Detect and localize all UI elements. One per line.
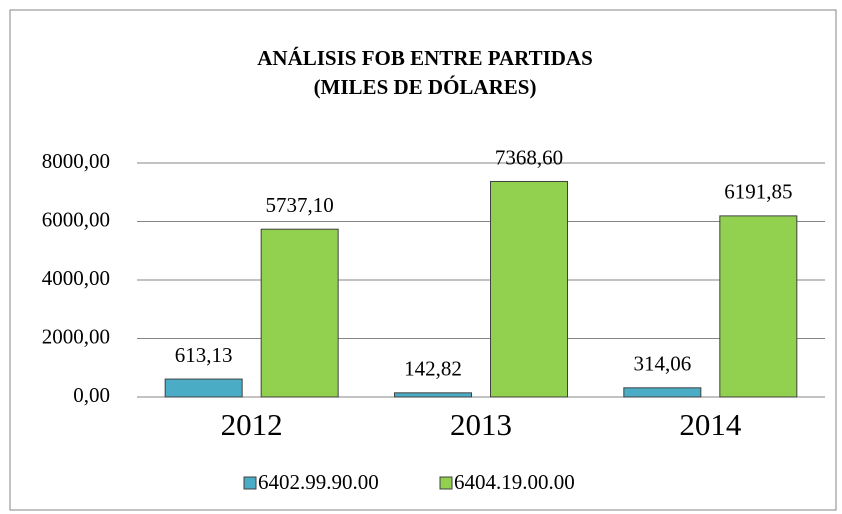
chart-border — [9, 9, 837, 511]
legend-swatch — [243, 476, 257, 490]
bar — [623, 387, 702, 398]
y-tick-label: 4000,00 — [42, 266, 110, 290]
bar — [490, 180, 568, 398]
y-tick-label: 8000,00 — [42, 149, 110, 173]
data-label: 142,82 — [404, 357, 462, 381]
legend-label: 6404.19.00.00 — [454, 470, 575, 494]
bar — [260, 228, 339, 398]
data-label: 7368,60 — [495, 145, 563, 169]
chart-title: ANÁLISIS FOB ENTRE PARTIDAS — [257, 46, 593, 70]
legend-swatch — [439, 476, 453, 490]
bar — [719, 215, 798, 398]
data-label: 314,06 — [633, 352, 691, 376]
legend-label: 6402.99.90.00 — [258, 470, 379, 494]
x-tick-label: 2014 — [679, 407, 742, 442]
y-tick-label: 0,00 — [73, 383, 110, 407]
chart-title: (MILES DE DÓLARES) — [314, 75, 537, 99]
data-label: 6191,85 — [724, 180, 792, 204]
bar — [394, 392, 472, 398]
x-tick-label: 2013 — [450, 407, 512, 442]
data-label: 613,13 — [175, 343, 233, 367]
y-tick-label: 6000,00 — [42, 207, 110, 231]
y-tick-label: 2000,00 — [42, 324, 110, 348]
bar — [164, 378, 243, 398]
x-tick-label: 2012 — [221, 407, 283, 442]
data-label: 5737,10 — [266, 193, 334, 217]
